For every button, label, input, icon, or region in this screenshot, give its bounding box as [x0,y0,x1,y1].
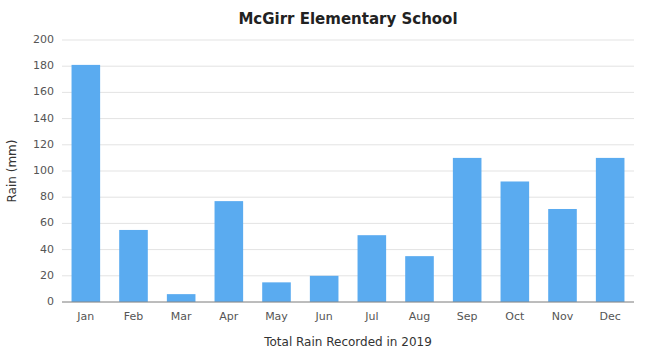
grid-line [62,197,634,198]
x-tick-label: May [265,310,288,323]
x-tick-label: Feb [124,310,143,323]
grid-line [62,171,634,172]
bar [262,282,291,302]
grid-line [62,302,634,303]
bar [215,201,244,302]
bar [310,276,339,302]
y-tick-label: 80 [40,190,54,203]
x-tick-label: Jun [315,310,333,323]
y-tick-label: 0 [47,295,54,308]
x-tick-label: Dec [600,310,621,323]
grid-line [62,40,634,41]
bar [72,65,101,302]
chart: 0 20 40 60 80 100 120 140 160 180 200 Jan Feb Mar Apr M… [0,0,650,360]
x-tick-label: Nov [552,310,574,323]
bar [405,256,434,302]
chart-container: 0 20 40 60 80 100 120 140 160 180 200 Jan Feb Mar Apr M… [0,0,650,360]
bar [548,209,577,302]
bar [167,294,196,302]
y-axis-label: Rain (mm) [5,140,19,203]
x-tick-label: Sep [457,310,478,323]
x-tick-label: Jul [364,310,378,323]
y-tick-label: 160 [33,85,54,98]
x-axis: Jan Feb Mar Apr May Jun Jul Aug Sep Oct Nov Dec [76,310,620,323]
x-tick-label: Jan [76,310,94,323]
y-tick-label: 100 [33,164,54,177]
x-axis-label: Total Rain Recorded in 2019 [263,335,432,349]
bar [119,230,148,302]
bar [596,158,625,302]
y-tick-label: 200 [33,33,54,46]
grid-line [62,144,634,145]
y-tick-label: 120 [33,138,54,151]
x-tick-label: Apr [219,310,239,323]
x-tick-label: Mar [171,310,192,323]
grid-line [62,118,634,119]
y-axis: 0 20 40 60 80 100 120 140 160 180 200 [33,33,54,308]
y-tick-label: 60 [40,216,54,229]
bar [358,235,387,302]
bar [501,181,530,302]
y-grid [62,40,634,302]
grid-line [62,66,634,67]
y-tick-label: 180 [33,59,54,72]
x-axis-line [62,302,634,303]
x-tick-label: Oct [505,310,525,323]
bar [453,158,482,302]
bars [72,65,625,302]
y-tick-label: 40 [40,243,54,256]
grid-line [62,92,634,93]
title: McGirr Elementary School [238,10,457,28]
x-tick-label: Aug [409,310,430,323]
y-tick-label: 140 [33,112,54,125]
y-tick-label: 20 [40,269,54,282]
